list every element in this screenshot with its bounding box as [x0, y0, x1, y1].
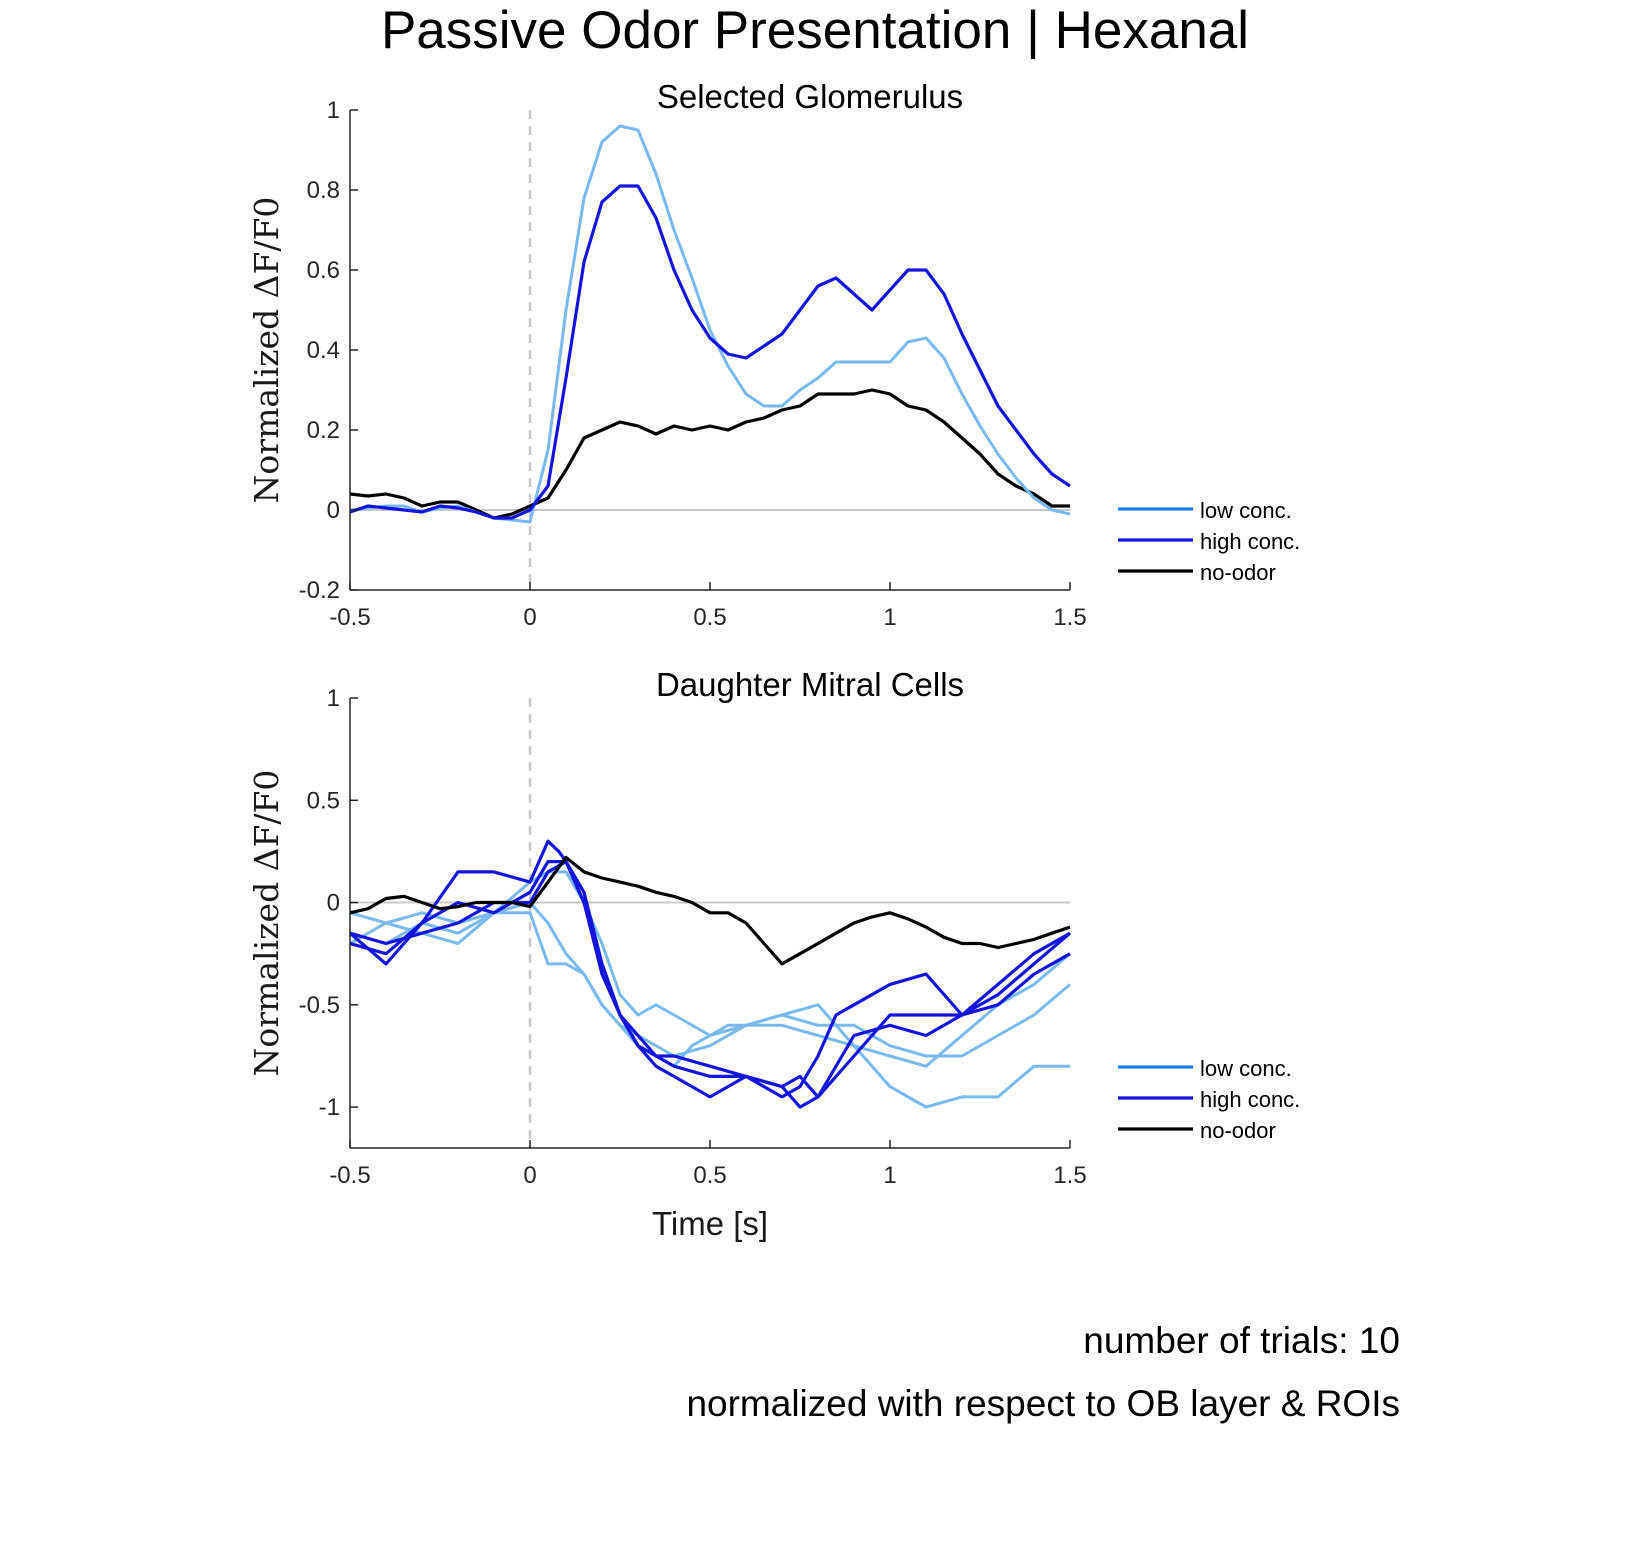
y-tick-label: 0.5: [307, 787, 340, 814]
x-tick-label: 0.5: [693, 1162, 726, 1189]
legend-label-high: high conc.: [1200, 529, 1300, 554]
series-line-none-6: [349, 855, 1071, 966]
legend-label-low: low conc.: [1200, 498, 1292, 523]
y-tick-label: 0.8: [307, 177, 340, 204]
x-tick-label: 1.5: [1053, 1162, 1086, 1189]
series-line-high-4: [349, 860, 1072, 1109]
x-axis-label: Time [s]: [652, 1205, 768, 1242]
series-line-none-0: [349, 388, 1070, 520]
legend-label-high: high conc.: [1200, 1087, 1300, 1112]
panel-title: Daughter Mitral Cells: [656, 666, 964, 703]
y-axis-label: Normalized ΔF/F0: [247, 770, 286, 1077]
series-line-high-5: [349, 860, 1071, 1099]
x-tick-label: 0.5: [693, 604, 726, 631]
y-tick-label: 0: [327, 890, 340, 917]
x-tick-label: 0: [523, 604, 536, 631]
legend-label-low: low conc.: [1200, 1056, 1292, 1081]
normalization-note: normalized with respect to OB layer & RO…: [686, 1383, 1400, 1424]
y-tick-label: -0.5: [299, 992, 340, 1019]
x-tick-label: 1: [883, 604, 896, 631]
series-line-high-2: [349, 184, 1071, 520]
y-tick-label: -1: [319, 1094, 340, 1121]
y-tick-label: 1: [327, 97, 340, 124]
trials-note: number of trials: 10: [1083, 1320, 1400, 1361]
y-tick-label: 0.4: [307, 337, 340, 364]
x-tick-label: -0.5: [329, 1162, 370, 1189]
panel-title: Selected Glomerulus: [657, 78, 963, 115]
figure-title: Passive Odor Presentation | Hexanal: [381, 1, 1249, 60]
y-tick-label: 1: [327, 685, 340, 712]
x-tick-label: -0.5: [329, 604, 370, 631]
x-tick-label: 1: [883, 1162, 896, 1189]
y-tick-label: 0.6: [307, 257, 340, 284]
y-tick-label: -0.2: [299, 577, 340, 604]
x-tick-label: 1.5: [1053, 604, 1086, 631]
mitral-cells-panel: -0.5 0 0.5 1 1.5 -1 -0.5 0 0.5 1 Daughter Mitral C…: [247, 666, 1300, 1242]
series-line-low-1: [349, 124, 1071, 524]
legend-label-none: no-odor: [1200, 1118, 1276, 1143]
series-line-high-3: [348, 839, 1071, 1099]
x-tick-label: 0: [523, 1162, 536, 1189]
y-axis-label: Normalized ΔF/F0: [247, 197, 286, 504]
legend-label-none: no-odor: [1200, 560, 1276, 585]
y-tick-label: 0: [327, 497, 340, 524]
y-tick-label: 0.2: [307, 417, 340, 444]
glomerulus-panel: -0.5 0 0.5 1 1.5 -0.2 0 0.2 0.4 0.6 0.8 1 Selected G…: [247, 78, 1300, 631]
